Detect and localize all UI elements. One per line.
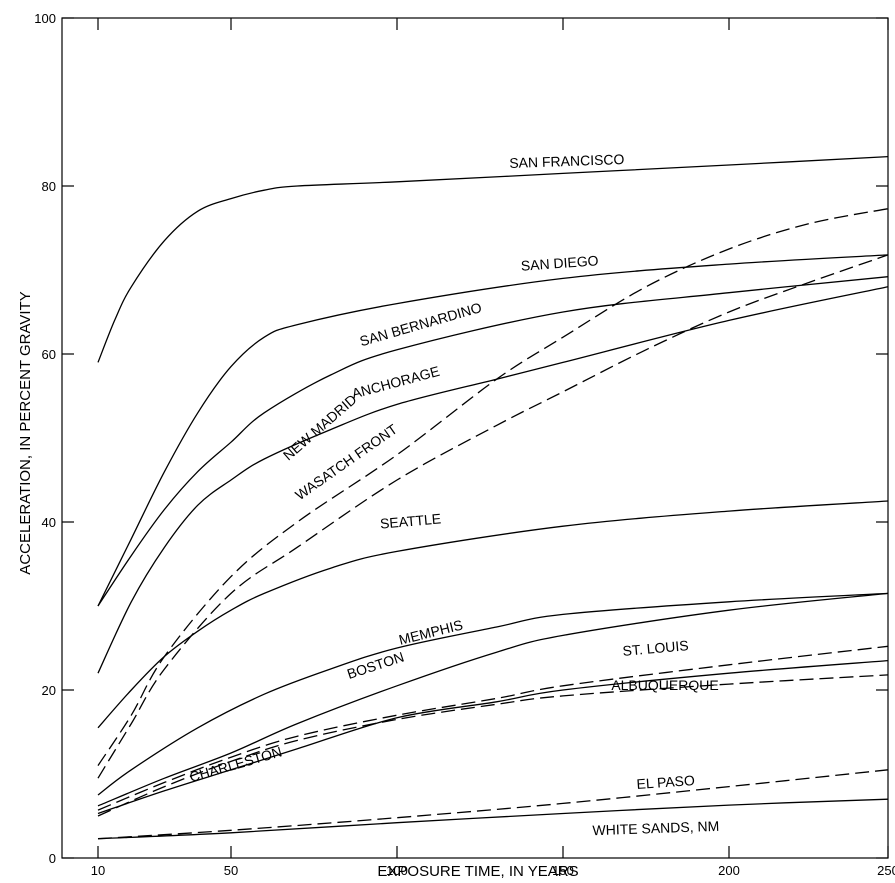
series-label-san-diego: SAN DIEGO	[520, 252, 599, 273]
series-line-san-bernardino	[97, 276, 889, 607]
x-tick-label: 150	[552, 863, 574, 878]
series-line-white-sands-nm	[97, 798, 889, 840]
y-tick-label: 60	[42, 347, 56, 362]
series-line-st-louis	[97, 645, 889, 811]
series-line-san-francisco	[97, 155, 889, 363]
series-line-wasatch-front	[97, 254, 889, 779]
series-label-st-louis: ST. LOUIS	[622, 637, 689, 659]
series-line-seattle	[97, 500, 889, 729]
y-tick-label: 100	[34, 11, 56, 26]
series-line-albuquerque	[97, 674, 889, 817]
ticks: 10 50 100 150 200 250 0 20 40 60 80 100	[34, 11, 895, 878]
series-line-boston	[97, 592, 889, 807]
series-lines	[97, 155, 889, 840]
series-label-albuquerque: ALBUQUERQUE	[611, 677, 718, 693]
series-line-charleston	[97, 659, 889, 815]
series-line-memphis	[97, 592, 889, 796]
y-tick-label: 20	[42, 683, 56, 698]
plot-frame	[61, 17, 889, 859]
series-line-san-diego	[97, 254, 889, 607]
y-tick-label: 0	[49, 851, 56, 866]
series-line-el-paso	[97, 769, 889, 840]
y-tick-label: 40	[42, 515, 56, 530]
x-tick-label: 200	[718, 863, 740, 878]
series-label-el-paso: EL PASO	[636, 772, 695, 792]
axes	[61, 17, 889, 859]
series-label-memphis: MEMPHIS	[397, 616, 464, 647]
y-axis-label: ACCELERATION, IN PERCENT GRAVITY	[17, 291, 34, 574]
y-tick-label: 80	[42, 179, 56, 194]
x-tick-label: 250	[877, 863, 895, 878]
x-tick-label: 50	[224, 863, 238, 878]
x-axis-label: EXPOSURE TIME, IN YEARS	[377, 863, 578, 880]
series-label-san-francisco: SAN FRANCISCO	[509, 151, 625, 171]
series-label-seattle: SEATTLE	[379, 510, 441, 531]
x-tick-label: 100	[386, 863, 408, 878]
x-tick-label: 10	[91, 863, 105, 878]
series-label-white-sands-nm: WHITE SANDS, NM	[592, 818, 719, 838]
series-line-anchorage	[97, 286, 889, 674]
